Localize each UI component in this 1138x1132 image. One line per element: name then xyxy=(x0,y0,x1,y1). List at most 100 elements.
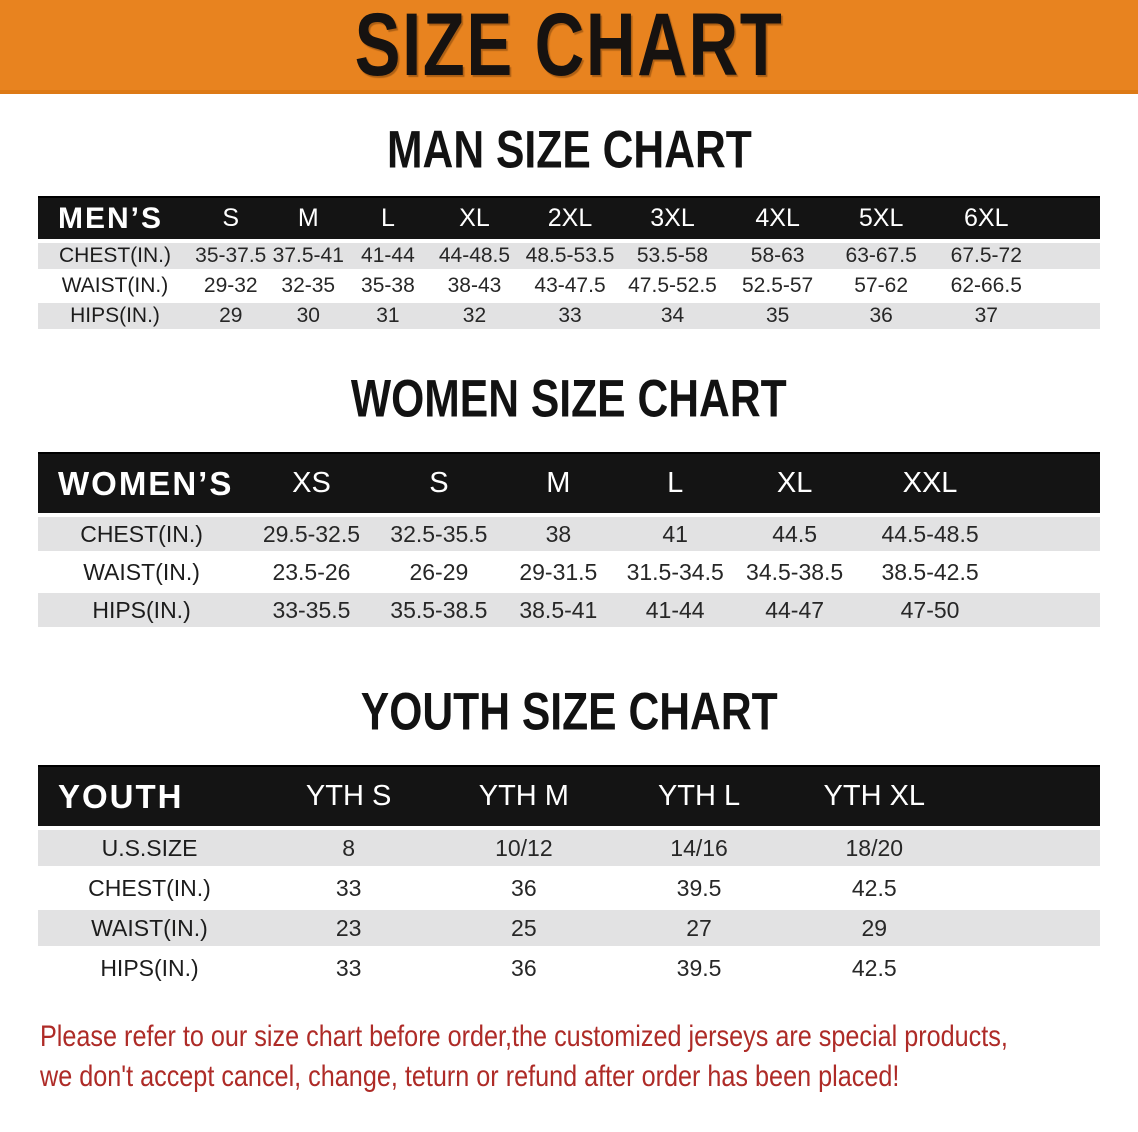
size-value-cell: 37.5-41 xyxy=(272,244,344,267)
size-column-header: XL xyxy=(428,196,521,242)
measurement-row-label: U.S.SIZE xyxy=(101,834,198,861)
measurement-row-label: WAIST(IN.) xyxy=(61,274,169,297)
row-spacer-cell xyxy=(1040,271,1100,301)
size-column-header: YTH XL xyxy=(786,765,962,829)
size-value-cell: 57-62 xyxy=(854,274,909,297)
men-size-table: MEN’S S M L XL 2XL 3XL 4XL 5XL 6XL CHEST(IN.) 35-37… xyxy=(38,196,1100,333)
size-value-cell: 44.5 xyxy=(772,520,818,547)
size-header-row: YOUTH YTH S YTH M YTH L YTH XL xyxy=(38,765,1100,829)
size-value-cell: 38 xyxy=(545,520,572,547)
size-value-cell: 48.5-53.5 xyxy=(525,244,615,267)
note-line-1: Please refer to our size chart before or… xyxy=(40,1020,1008,1053)
size-value-cell: 52.5-57 xyxy=(742,274,814,297)
size-column-header: XXL xyxy=(855,452,1005,516)
size-value-cell: 35.5-38.5 xyxy=(390,596,488,623)
youth-section-heading-text: YOUTH SIZE CHART xyxy=(360,682,778,742)
size-value-cell: 39.5 xyxy=(676,874,722,901)
women-size-table: WOMEN’S XS S M L XL XXL CHEST(IN.) 29.5-32.5 32.5… xyxy=(38,452,1100,631)
measurement-row: CHEST(IN.) 33 36 39.5 42.5 xyxy=(38,868,1100,908)
measurement-row-label: HIPS(IN.) xyxy=(70,304,160,327)
size-value-cell: 14/16 xyxy=(670,834,728,861)
size-value-cell: 33 xyxy=(335,874,362,901)
measurement-row-label: WAIST(IN.) xyxy=(83,558,200,585)
men-corner-label: MEN’S xyxy=(38,196,192,242)
measurement-row-label: WAIST(IN.) xyxy=(91,914,208,941)
size-value-cell: 38.5-41 xyxy=(519,596,598,623)
size-value-cell: 30 xyxy=(296,304,320,327)
measurement-row-label: HIPS(IN.) xyxy=(92,596,191,623)
size-value-cell: 39.5 xyxy=(676,954,722,981)
size-column-header: L xyxy=(616,452,734,516)
size-value-cell: 43-47.5 xyxy=(534,274,606,297)
order-note: Please refer to our size chart before or… xyxy=(0,1017,1138,1097)
size-value-cell: 33 xyxy=(335,954,362,981)
size-column-header: 3XL xyxy=(619,196,726,242)
measurement-row: U.S.SIZE 8 10/12 14/16 18/20 xyxy=(38,828,1100,868)
size-value-cell: 67.5-72 xyxy=(950,244,1022,267)
size-value-cell: 32-35 xyxy=(281,274,336,297)
size-value-cell: 25 xyxy=(511,914,537,941)
size-value-cell: 35-37.5 xyxy=(195,244,267,267)
measurement-row: HIPS(IN.) 33-35.5 35.5-38.5 38.5-41 41-44 44-… xyxy=(38,591,1100,629)
size-value-cell: 42.5 xyxy=(851,954,897,981)
size-column-header: S xyxy=(192,196,270,242)
measurement-row: WAIST(IN.) 29-32 32-35 35-38 38-43 43-47.5 47.… xyxy=(38,271,1100,301)
size-value-cell: 62-66.5 xyxy=(950,274,1022,297)
size-value-cell: 31.5-34.5 xyxy=(626,558,724,585)
size-column-header: 2XL xyxy=(520,196,620,242)
women-corner-label: WOMEN’S xyxy=(38,452,246,516)
women-section-heading: WOMEN SIZE CHART xyxy=(0,369,1138,429)
size-value-cell: 44.5-48.5 xyxy=(881,520,979,547)
women-section-heading-text: WOMEN SIZE CHART xyxy=(351,369,787,429)
size-value-cell: 8 xyxy=(342,834,356,861)
size-value-cell: 41-44 xyxy=(361,244,415,267)
note-line-2: we don't accept cancel, change, teturn o… xyxy=(40,1060,900,1093)
size-value-cell: 37 xyxy=(974,304,998,327)
section-youth: YOUTH SIZE CHART YOUTH YTH S YTH M YTH L YTH… xyxy=(0,682,1138,990)
men-section-heading: MAN SIZE CHART xyxy=(0,120,1138,180)
measurement-row: WAIST(IN.) 23 25 27 29 xyxy=(38,908,1100,948)
size-header-row: MEN’S S M L XL 2XL 3XL 4XL 5XL 6XL xyxy=(38,196,1100,242)
size-value-cell: 23.5-26 xyxy=(272,558,351,585)
size-value-cell: 23 xyxy=(335,914,362,941)
size-value-cell: 41-44 xyxy=(645,596,705,623)
section-men: MAN SIZE CHART MEN’S S M L XL 2XL 3XL 4XL 5XL 6XL… xyxy=(0,120,1138,333)
banner-title: SIZE CHART xyxy=(354,0,784,95)
size-value-cell: 34.5-38.5 xyxy=(746,558,844,585)
size-column-header: M xyxy=(269,196,348,242)
size-column-header: 5XL xyxy=(830,196,933,242)
size-value-cell: 36 xyxy=(869,304,893,327)
size-value-cell: 63-67.5 xyxy=(845,244,917,267)
size-column-header: YTH L xyxy=(611,765,787,829)
size-value-cell: 38.5-42.5 xyxy=(881,558,979,585)
measurement-row: WAIST(IN.) 23.5-26 26-29 29-31.5 31.5-34.5 34… xyxy=(38,553,1100,591)
size-column-header: 6XL xyxy=(932,196,1041,242)
size-column-header: XS xyxy=(245,452,378,516)
measurement-row: CHEST(IN.) 35-37.5 37.5-41 41-44 44-48.5 48.5… xyxy=(38,241,1100,271)
section-women: WOMEN SIZE CHART WOMEN’S XS S M L XL XXL CHEST(… xyxy=(0,369,1138,631)
row-spacer-cell xyxy=(1004,553,1100,591)
size-value-cell: 35-38 xyxy=(361,274,415,297)
size-column-header: XL xyxy=(733,452,856,516)
row-spacer-cell xyxy=(1040,241,1100,271)
youth-section-heading: YOUTH SIZE CHART xyxy=(0,682,1138,742)
size-column-header: S xyxy=(377,452,500,516)
size-value-cell: 29.5-32.5 xyxy=(262,520,361,547)
youth-size-table: YOUTH YTH S YTH M YTH L YTH XL U.S.SIZE 8 10/12… xyxy=(38,765,1100,990)
row-spacer-cell xyxy=(1040,301,1100,331)
size-value-cell: 29-31.5 xyxy=(519,558,598,585)
measurement-row-label: CHEST(IN.) xyxy=(59,244,171,267)
size-value-cell: 58-63 xyxy=(750,244,805,267)
size-column-header: YTH S xyxy=(261,765,437,829)
size-value-cell: 29-32 xyxy=(203,274,258,297)
youth-corner-label: YOUTH xyxy=(38,765,262,829)
measurement-row-label: HIPS(IN.) xyxy=(100,954,199,981)
size-value-cell: 26-29 xyxy=(409,558,469,585)
measurement-row-label: CHEST(IN.) xyxy=(80,520,203,547)
row-spacer-cell xyxy=(962,828,1100,868)
size-value-cell: 34 xyxy=(660,304,685,327)
measurement-row: HIPS(IN.) 33 36 39.5 42.5 xyxy=(38,948,1100,988)
men-section-heading-text: MAN SIZE CHART xyxy=(386,120,752,180)
size-value-cell: 36 xyxy=(511,874,537,901)
size-value-cell: 32.5-35.5 xyxy=(390,520,488,547)
